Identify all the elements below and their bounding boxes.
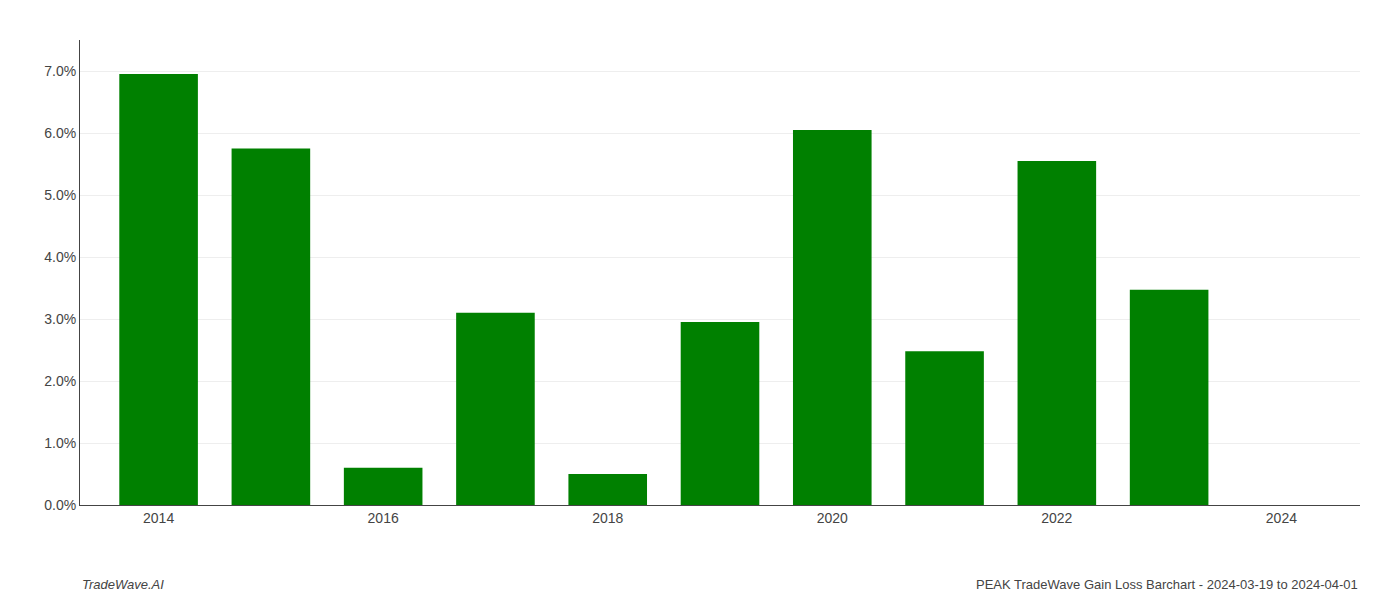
svg-text:2018: 2018 xyxy=(592,510,623,526)
svg-text:TradeWave.AI: TradeWave.AI xyxy=(82,577,164,592)
svg-text:2.0%: 2.0% xyxy=(44,373,76,389)
svg-text:5.0%: 5.0% xyxy=(44,187,76,203)
svg-text:6.0%: 6.0% xyxy=(44,125,76,141)
svg-text:2020: 2020 xyxy=(817,510,848,526)
svg-text:2024: 2024 xyxy=(1266,510,1297,526)
svg-text:4.0%: 4.0% xyxy=(44,249,76,265)
svg-text:0.0%: 0.0% xyxy=(44,497,76,513)
svg-text:1.0%: 1.0% xyxy=(44,435,76,451)
svg-text:3.0%: 3.0% xyxy=(44,311,76,327)
svg-text:2014: 2014 xyxy=(143,510,174,526)
svg-text:2016: 2016 xyxy=(368,510,399,526)
svg-text:PEAK TradeWave Gain Loss Barch: PEAK TradeWave Gain Loss Barchart - 2024… xyxy=(976,577,1358,592)
svg-text:2022: 2022 xyxy=(1041,510,1072,526)
svg-text:7.0%: 7.0% xyxy=(44,63,76,79)
